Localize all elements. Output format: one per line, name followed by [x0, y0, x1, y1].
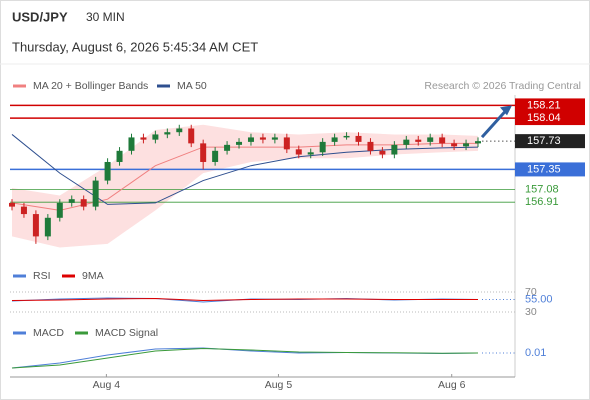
candle-body	[116, 150, 123, 162]
last-value-label: 0.01	[525, 347, 546, 359]
legend-label: MACD Signal	[95, 327, 158, 339]
candle-body	[331, 137, 338, 142]
candle-body	[140, 137, 147, 140]
candle-body	[68, 199, 75, 203]
candle-body	[20, 206, 27, 215]
legend-label: 9MA	[82, 270, 104, 282]
candle-body	[319, 141, 326, 153]
target-arrowhead	[500, 105, 512, 116]
datetime: Thursday, August 6, 2026 5:45:34 AM CET	[12, 39, 258, 54]
candle-body	[176, 128, 183, 133]
ma20-line	[11, 142, 478, 211]
indicator-line	[11, 347, 479, 369]
candle-body	[92, 180, 99, 207]
price-chip	[515, 134, 585, 149]
candle-body	[164, 132, 171, 135]
candle-body	[379, 150, 386, 155]
candle-body	[32, 214, 39, 237]
candle-body	[367, 141, 374, 151]
candle-body	[9, 202, 15, 207]
interval: 30 MIN	[86, 10, 125, 24]
candle-body	[128, 137, 135, 151]
legend-label: RSI	[33, 270, 51, 282]
candle-body	[259, 137, 266, 140]
x-tick-label: Aug 4	[93, 379, 121, 391]
level-chip	[515, 162, 585, 177]
x-tick-label: Aug 5	[265, 379, 293, 391]
candle-body	[44, 217, 51, 237]
candle-body	[56, 202, 63, 218]
level-label: 157.35	[527, 163, 561, 175]
y-tick-label: 70	[525, 286, 537, 298]
level-label: 158.04	[527, 112, 561, 124]
level-chip	[515, 111, 585, 126]
legend-label: MACD	[33, 327, 64, 339]
candle-body	[247, 137, 254, 142]
candle-body	[439, 137, 446, 144]
level-label: 158.21	[527, 99, 561, 111]
level-label: 156.91	[525, 196, 559, 208]
candle-body	[200, 143, 207, 162]
candle-body	[463, 143, 470, 147]
price-label: 157.73	[527, 135, 561, 147]
candle-body	[212, 150, 219, 162]
candle-body	[475, 141, 481, 144]
candle-body	[451, 143, 458, 147]
indicator-line	[11, 297, 478, 302]
candle-body	[104, 161, 111, 181]
candle-body	[403, 139, 410, 145]
level-label: 157.08	[525, 183, 559, 195]
candle-body	[355, 135, 362, 142]
symbol: USD/JPY	[12, 9, 68, 24]
candle-body	[307, 152, 314, 155]
level-chip	[515, 98, 585, 113]
candle-body	[415, 139, 422, 142]
candle-body	[427, 137, 434, 142]
candle-body	[80, 199, 87, 207]
ma50-line	[11, 134, 479, 205]
x-tick-label: Aug 6	[438, 379, 466, 391]
credit: Research © 2026 Trading Central	[424, 80, 581, 92]
candle-body	[152, 134, 159, 140]
candle-body	[224, 144, 231, 151]
candle-body	[343, 135, 350, 138]
legend-label: MA 50	[177, 80, 207, 92]
candle-body	[188, 128, 195, 144]
candle-body	[236, 141, 243, 145]
candle-body	[271, 137, 278, 140]
candle-body	[283, 137, 290, 150]
candle-body	[295, 149, 302, 155]
last-value-label: 55.00	[525, 293, 553, 305]
target-arrow	[480, 108, 509, 139]
legend-label: MA 20 + Bollinger Bands	[33, 80, 148, 92]
y-tick-label: 30	[525, 306, 537, 318]
bollinger-band	[12, 124, 478, 248]
candle-body	[391, 144, 398, 155]
